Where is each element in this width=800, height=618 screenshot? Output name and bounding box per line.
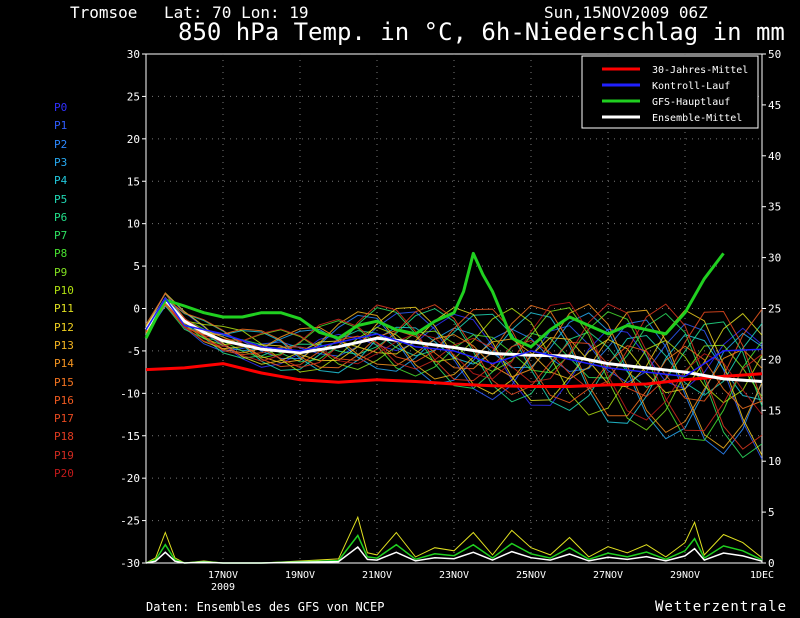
left-tick-label-10: 10 (127, 218, 140, 231)
right-tick-label-20: 20 (768, 353, 781, 366)
member-line-p11 (145, 292, 763, 402)
left-tick-label-20: 20 (127, 133, 140, 146)
member-label-p8: P8 (54, 247, 68, 261)
left-tick-label-30: 30 (127, 48, 140, 61)
x-tick-label-25nov: 25NOV (516, 570, 546, 581)
member-label-p2: P2 (54, 137, 68, 151)
right-tick-label-35: 35 (768, 201, 781, 214)
member-line-p20 (145, 300, 763, 421)
member-label-p17: P17 (54, 412, 74, 426)
member-label-p3: P3 (54, 155, 68, 169)
left-tick-label--15: -15 (120, 430, 140, 443)
x-tick-label-19nov: 19NOV (285, 570, 315, 581)
member-label-p18: P18 (54, 430, 74, 444)
member-label-p6: P6 (54, 210, 68, 224)
member-label-p20: P20 (54, 467, 74, 480)
member-label-p15: P15 (54, 375, 74, 389)
legend-label-2: GFS-Hauptlauf (652, 97, 730, 108)
member-line-p16 (145, 297, 763, 404)
left-tick-label--20: -20 (120, 472, 140, 485)
location-label: Tromsoe (70, 3, 138, 22)
right-tick-label-45: 45 (768, 99, 781, 112)
member-label-p5: P5 (54, 192, 68, 206)
member-label-p14: P14 (54, 357, 74, 371)
data-source-note: Daten: Ensembles des GFS von NCEP (146, 600, 385, 614)
right-tick-label-0: 0 (768, 557, 775, 570)
member-label-p11: P11 (54, 302, 74, 316)
member-label-p1: P1 (54, 119, 68, 133)
member-label-p16: P16 (54, 393, 74, 407)
member-label-p12: P12 (54, 320, 74, 334)
left-tick-label-0: 0 (133, 303, 140, 316)
left-tick-label-25: 25 (127, 90, 140, 103)
right-tick-label-30: 30 (768, 252, 781, 265)
x-tick-label-27nov: 27NOV (593, 570, 623, 581)
left-tick-label--10: -10 (120, 387, 140, 400)
x-tick-label-1dec: 1DEC (750, 570, 774, 581)
left-tick-label--30: -30 (120, 557, 140, 570)
member-label-p7: P7 (54, 229, 68, 243)
member-line-p18 (145, 303, 763, 450)
member-label-p9: P9 (54, 265, 68, 279)
run-datetime: Sun,15NOV2009 06Z (544, 3, 708, 22)
right-tick-label-10: 10 (768, 455, 781, 468)
precipitation-line-mean (145, 545, 763, 564)
x-tick-label-29nov: 29NOV (670, 570, 700, 581)
left-tick-label-15: 15 (127, 175, 140, 188)
coordinates-label: Lat: 70 Lon: 19 (164, 3, 309, 22)
right-tick-label-50: 50 (768, 48, 781, 61)
chart-title: 850 hPa Temp. in °C, 6h-Niederschlag in … (178, 18, 785, 46)
left-tick-label--5: -5 (127, 345, 140, 358)
member-line-p7 (145, 304, 763, 459)
legend-label-3: Ensemble-Mittel (652, 113, 742, 124)
left-tick-label-5: 5 (133, 260, 140, 273)
member-line-p17 (145, 292, 763, 402)
member-label-p0: P0 (54, 101, 68, 114)
brand-label: Wetterzentrale (655, 599, 788, 615)
member-line-p2 (145, 305, 763, 455)
x-tick-label-21nov: 21NOV (362, 570, 392, 581)
right-tick-label-25: 25 (768, 303, 781, 316)
right-tick-label-5: 5 (768, 506, 775, 519)
series-line-gfs-hauptlauf (144, 251, 725, 349)
member-line-p5 (145, 297, 763, 411)
x-tick-year-label: 2009 (211, 582, 235, 593)
member-label-p4: P4 (54, 174, 68, 188)
member-line-p14 (145, 297, 763, 434)
member-label-p10: P10 (54, 284, 74, 297)
legend-label-0: 30-Jahres-Mittel (652, 65, 748, 76)
x-tick-label-17nov: 17NOV (208, 570, 238, 581)
legend-label-1: Kontroll-Lauf (652, 81, 730, 92)
series-line-kontroll-lauf (145, 297, 763, 378)
left-tick-label--25: -25 (120, 515, 140, 528)
x-tick-label-23nov: 23NOV (439, 570, 469, 581)
series-line-30-jahres-mittel (145, 362, 763, 388)
series-line-ensemble-mittel (144, 298, 763, 383)
right-tick-label-15: 15 (768, 404, 781, 417)
right-tick-label-40: 40 (768, 150, 781, 163)
member-label-p13: P13 (54, 338, 74, 352)
member-label-p19: P19 (54, 448, 74, 462)
